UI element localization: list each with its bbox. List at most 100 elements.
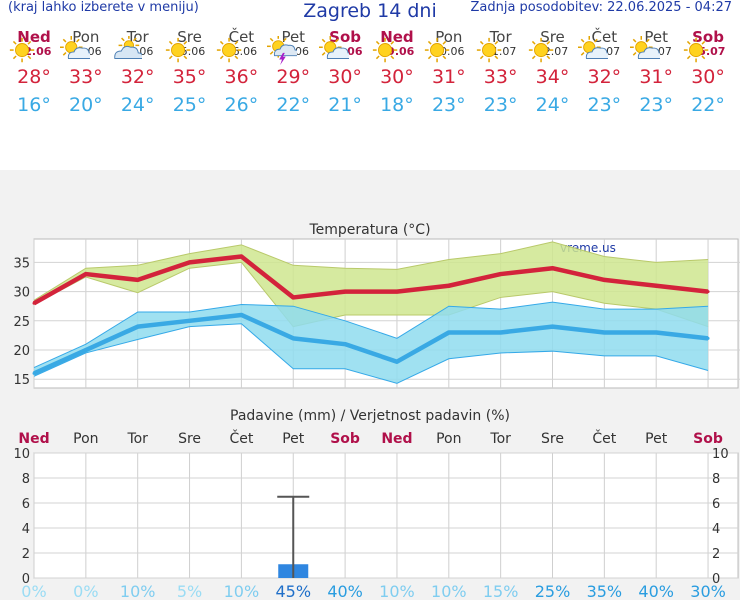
precip-y-tick-left: 2 [22,547,30,562]
precip-day-label: Pon [73,431,98,447]
day-name: Ned [380,28,414,46]
sun-icon [683,37,709,63]
day-column: Sob 05.07 30° 22° [682,28,734,116]
sun-cloud-icon [319,36,350,59]
precip-day-label: Ned [18,431,49,447]
min-temp-point [188,319,192,323]
min-temp-point [395,360,399,364]
precip-probability: 5% [177,582,202,600]
min-temp: 16° [17,94,51,116]
min-temp-point [32,371,36,375]
temp-y-tick: 30 [13,286,30,301]
min-temp: 23° [587,94,622,116]
min-temp: 22° [691,94,725,116]
precip-probability: 15% [483,582,519,600]
daily-forecast-strip: Ned22.0628°16°Pon23.0633°20°Tor24.0632°2… [0,28,740,170]
day-column: Čet 26.06 36° 26° [215,28,267,116]
precip-probability: 0% [73,582,98,600]
day-name: Tor [126,28,149,46]
temp-y-tick: 20 [13,344,30,359]
max-temp: 36° [224,66,259,88]
precip-day-label: Sre [178,431,201,447]
location-menu-hint[interactable]: (kraj lahko izberete v meniju) [8,0,199,15]
min-temp-point [654,330,658,334]
separator [0,170,740,214]
sun-cloud-icon [630,36,661,59]
precip-y-tick-left: 6 [22,497,30,512]
max-temp-point [654,284,658,288]
min-temp: 23° [639,94,674,116]
min-temp: 22° [276,94,311,116]
precip-y-tick-right: 4 [712,522,720,537]
max-temp: 32° [587,66,622,88]
precip-y-tick-left: 10 [13,447,30,462]
precip-y-tick-left: 4 [22,522,30,537]
day-name: Čet [228,28,255,46]
max-temp-point [291,295,295,299]
cloud-sun-icon [113,36,142,59]
sun-icon [372,37,398,63]
min-temp-point [706,336,710,340]
day-column: Pet04.0731°23° [630,28,682,116]
sun-cloud-icon [59,36,90,59]
max-temp: 31° [639,66,674,88]
min-temp-point [343,342,347,346]
max-temp-point [343,290,347,294]
temp-y-tick: 35 [13,256,30,271]
min-temp: 24° [120,94,155,116]
precip-probability: 10% [120,582,156,600]
last-update: Zadnja posodobitev: 22.06.2025 - 04:27 [470,0,732,15]
precip-plot-area [33,452,739,579]
precip-y-tick-right: 2 [712,547,720,562]
storm-icon [267,36,298,66]
precip-probability: 30% [690,582,726,600]
min-temp: 24° [535,94,570,116]
precip-day-label: Pet [645,431,668,447]
min-temp-lower-line [33,323,709,384]
min-temp-point [602,330,606,334]
temp-y-tick: 25 [13,315,30,330]
max-temp: 32° [120,66,155,88]
min-temp-point [239,313,243,317]
max-temp-point [602,278,606,282]
max-temp: 30° [328,66,362,88]
sun-icon [424,37,450,63]
max-temp-line [32,254,709,306]
max-temp-point [136,278,140,282]
sun-icon [476,37,501,63]
day-column: Ned 29.06 30° 18° [371,28,423,116]
max-temp: 30° [691,66,725,88]
day-column: Ned 22.06 28° 16° [8,28,60,116]
precip-chart-title: Padavine (mm) / Verjetnost padavin (%) [230,408,510,424]
max-temp-point [32,301,36,305]
precip-day-label: Čet [592,429,616,447]
max-temp-point [395,290,399,294]
sun-cloud-icon [578,36,609,59]
day-column: Pon23.0633°20° [59,28,112,116]
day-column: Sre 02.07 34° 24° [527,28,579,116]
precip-probability: 10% [431,582,467,600]
precip-y-tick-right: 10 [712,447,729,462]
day-name: Pon [72,28,100,46]
precip-day-label: Sob [330,431,360,447]
precip-day-label: Ned [381,431,412,447]
day-column: Pet27.0629°22° [267,28,319,116]
day-name: Čet [591,28,618,46]
day-column: Pon 30.06 31° 23° [423,28,475,116]
min-temp-point [136,325,140,329]
min-temp: 21° [328,94,362,116]
day-column: Čet03.0732°23° [578,28,630,116]
max-temp: 33° [69,66,103,88]
max-temp: 35° [172,66,207,88]
precip-probability: 35% [587,582,623,600]
precip-day-label: Sre [541,431,564,447]
day-name: Pon [435,28,463,46]
precip-y-tick-left: 0 [22,572,30,587]
max-temp: 31° [431,66,466,88]
min-temp-line [33,312,709,376]
day-name: Sob [692,28,724,46]
min-temp-point [551,325,554,329]
